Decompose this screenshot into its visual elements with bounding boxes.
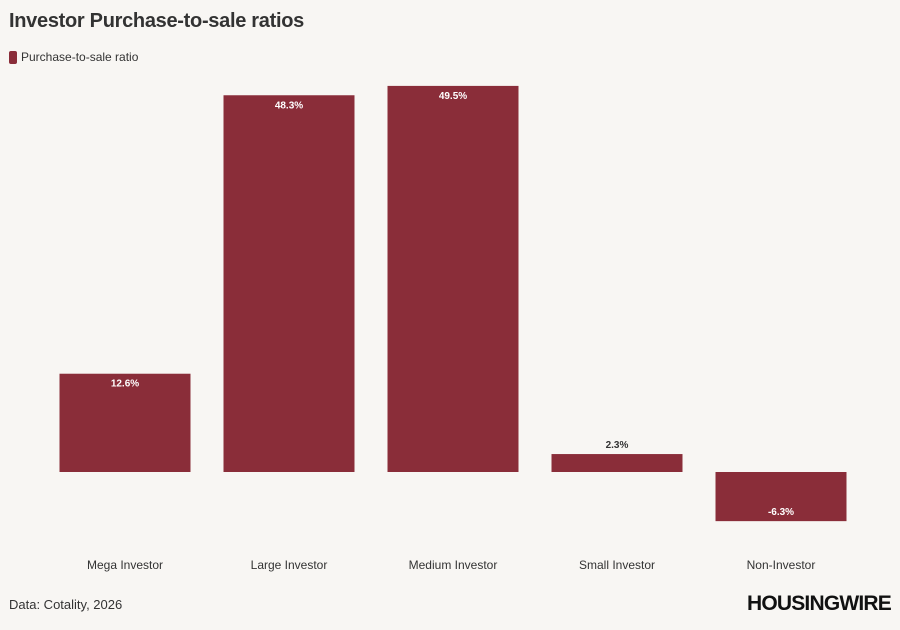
bar-medium-investor [387,85,519,473]
data-label: 12.6% [111,379,139,390]
source-note: Data: Cotality, 2026 [9,597,123,612]
data-label: 48.3% [275,100,303,111]
legend-swatch [9,50,17,64]
chart-title: Investor Purchase-to-sale ratios [9,10,304,32]
data-label: -6.3% [768,507,794,518]
data-label: 2.3% [606,440,629,451]
legend: Purchase-to-sale ratio [9,50,138,64]
bar-small-investor [551,454,683,472]
housingwire-logo: HOUSINGWIRE [746,592,892,615]
data-label: 49.5% [439,91,467,102]
legend-label: Purchase-to-sale ratio [21,50,139,64]
category-label: Small Investor [579,558,655,572]
bar-mega-investor [59,373,191,472]
bar-non-investor [715,472,847,522]
category-label: Non-Investor [747,558,816,572]
bar-large-investor [223,95,355,472]
category-label: Medium Investor [409,558,498,572]
category-label: Large Investor [251,558,328,572]
category-label: Mega Investor [87,558,163,572]
